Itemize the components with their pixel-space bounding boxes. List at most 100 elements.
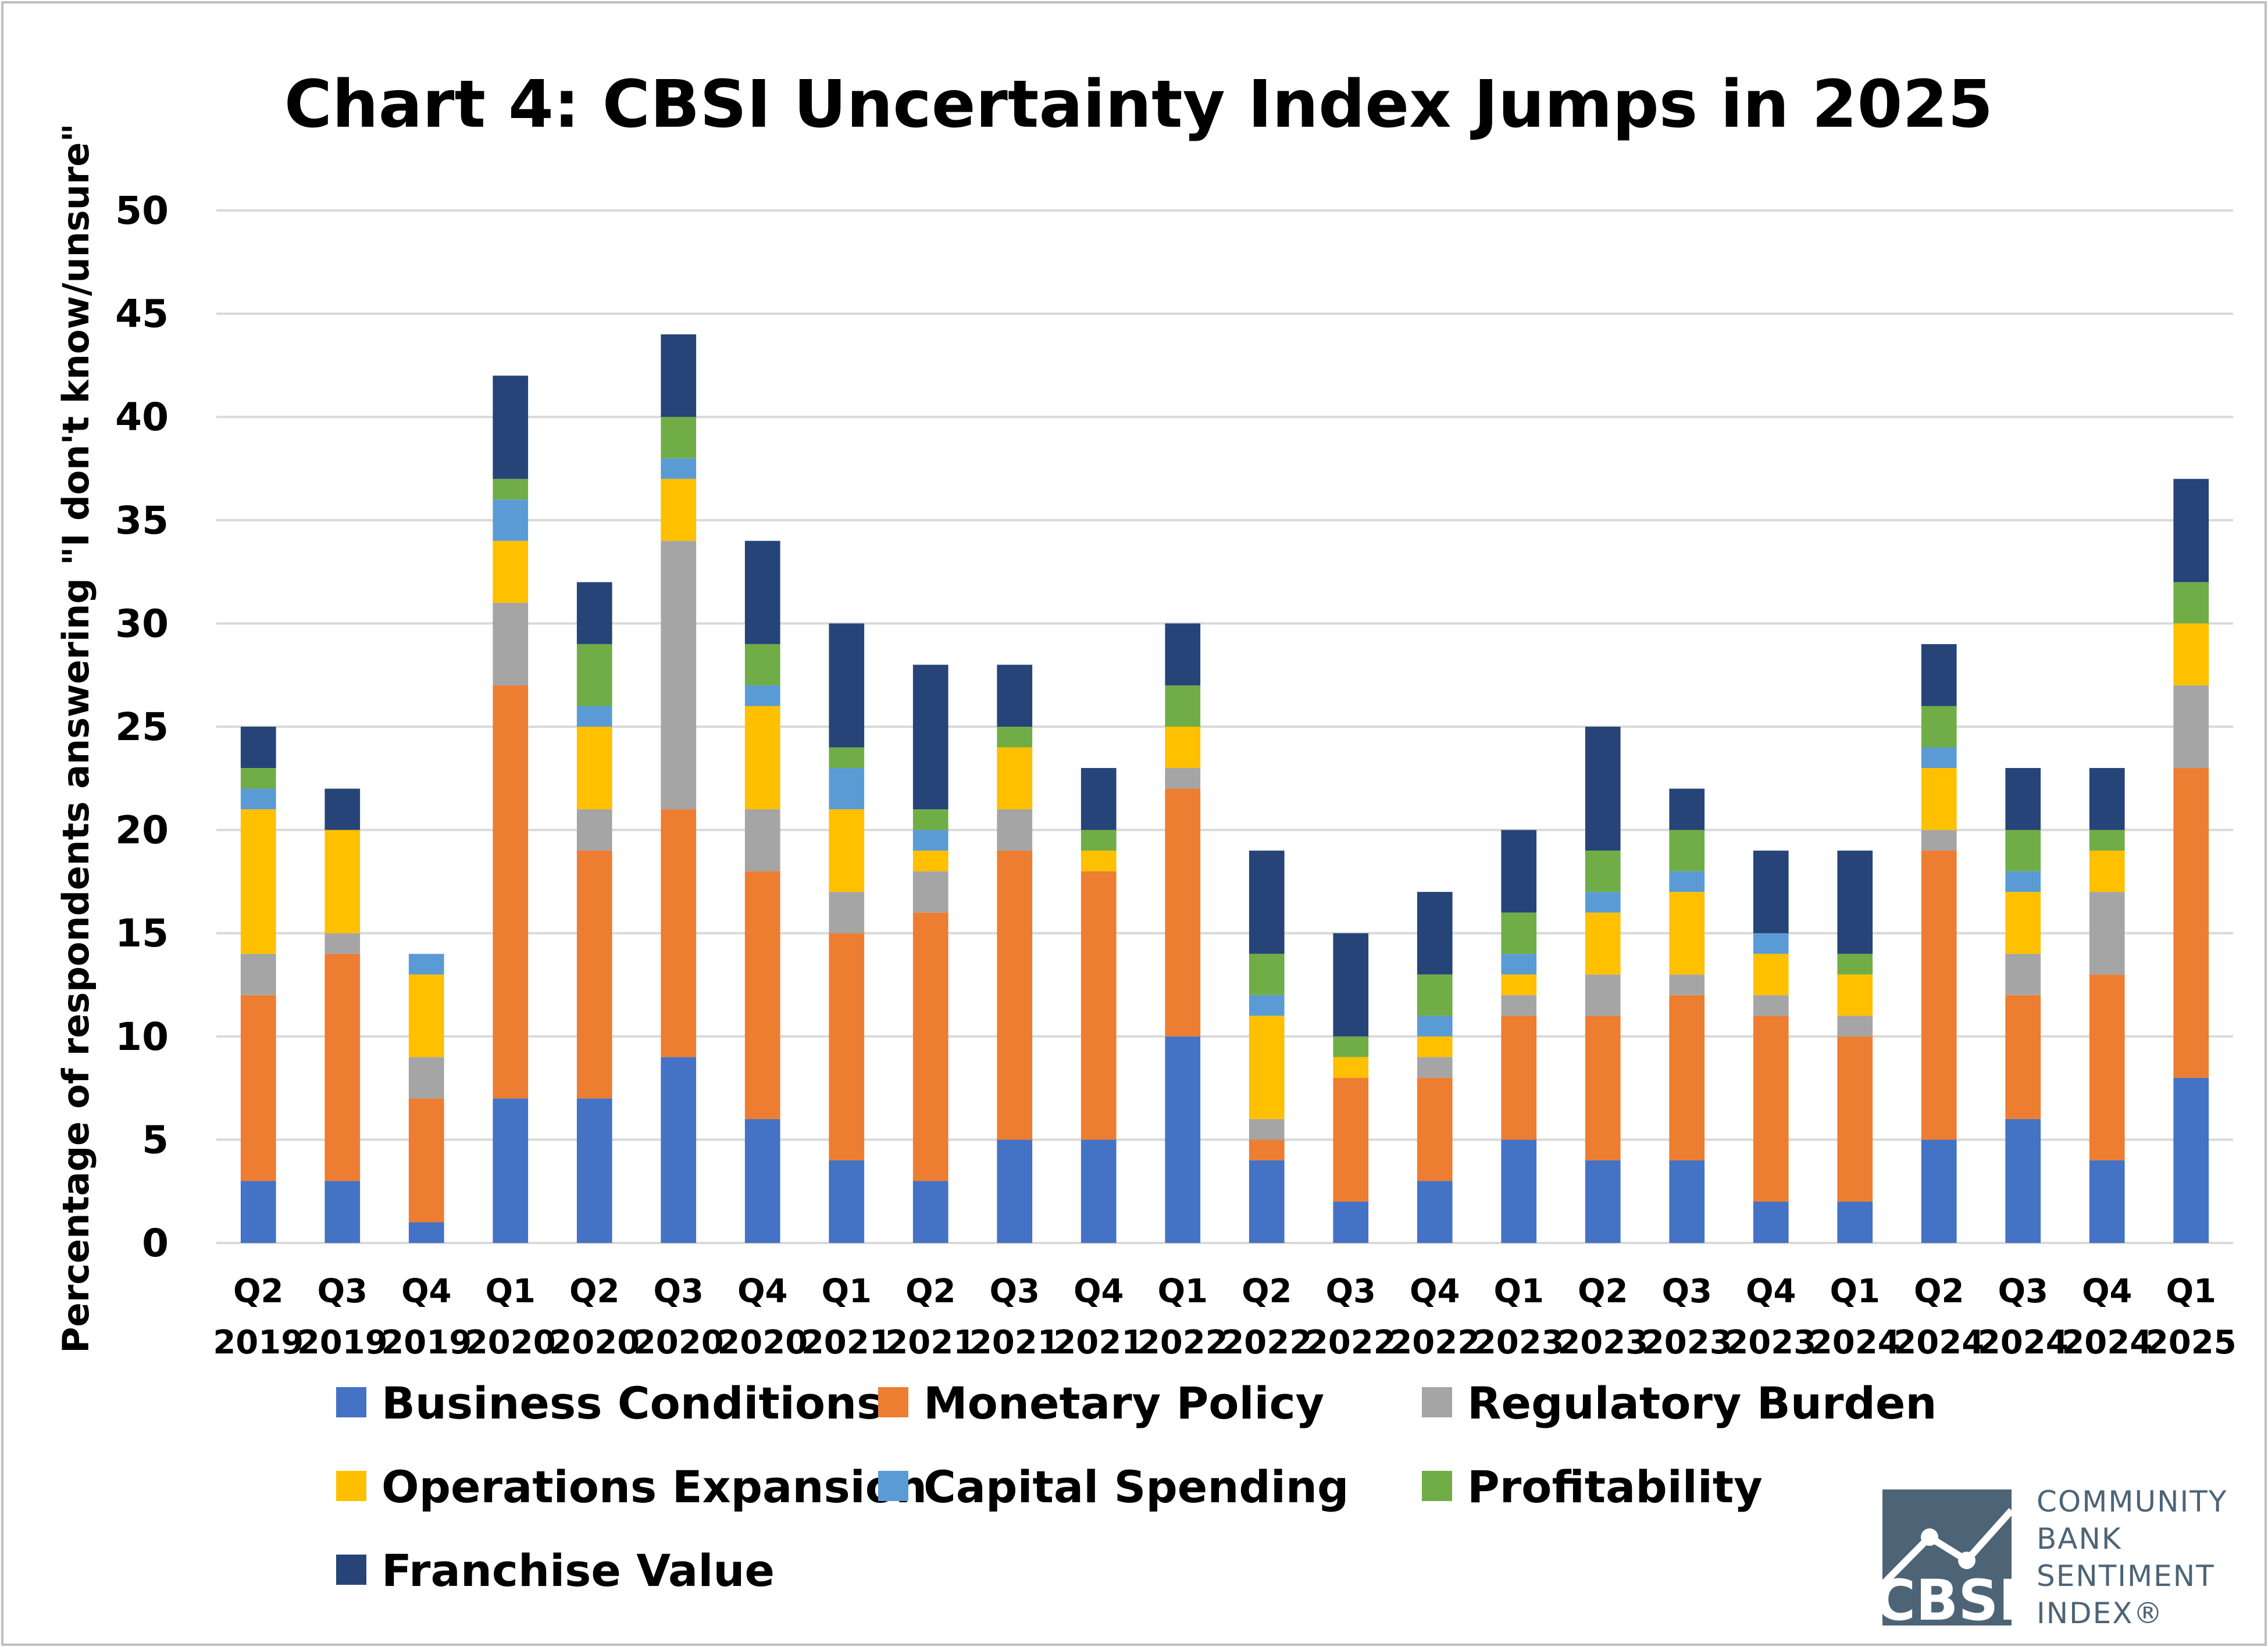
bar-segment (1585, 727, 1621, 851)
bar-segment (408, 953, 444, 975)
logo-mark (1882, 1489, 2012, 1625)
bar-segment (829, 933, 865, 1160)
bar-segment (1585, 1016, 1621, 1160)
bar-segment (2089, 892, 2125, 975)
legend-swatch (878, 1471, 908, 1501)
bar-stack (661, 334, 697, 1243)
bar-segment (1837, 1201, 1873, 1243)
bar-segment (912, 851, 948, 871)
x-tick-year: 2019 (213, 1324, 304, 1362)
bar-segment (1080, 851, 1117, 871)
bar-segment (1249, 1119, 1285, 1140)
x-tick-quarter: Q2 (1242, 1273, 1292, 1310)
y-tick-label: 25 (115, 705, 169, 749)
x-tick-year: 2022 (1137, 1324, 1228, 1362)
bar-segment (408, 974, 444, 1057)
bar-segment (240, 727, 276, 769)
bar-segment (1921, 851, 1957, 1140)
x-tick-quarter: Q4 (1074, 1273, 1124, 1310)
x-tick-year: 2024 (2062, 1324, 2152, 1362)
bar-segment (1417, 892, 1453, 975)
bar-stack (1165, 623, 1201, 1243)
bar-segment (1921, 1139, 1957, 1243)
legend-item: Capital Spending (878, 1461, 1349, 1513)
bar-segment (1501, 912, 1537, 954)
bar-segment (997, 727, 1033, 748)
bar-segment (1080, 1139, 1117, 1243)
legend-swatch (336, 1387, 366, 1417)
x-tick-year: 2024 (1978, 1324, 2069, 1362)
bar-segment (1249, 1139, 1285, 1160)
y-tick-label: 0 (142, 1221, 169, 1266)
x-tick-year: 2024 (1810, 1324, 1900, 1362)
bar-segment (576, 1098, 612, 1243)
logo-line-2: BANK (2037, 1522, 2122, 1556)
bar-segment (324, 788, 361, 830)
bar-segment (1753, 953, 1789, 995)
bar-segment (1753, 995, 1789, 1016)
bar-segment (997, 664, 1033, 727)
bar-stack (2005, 768, 2041, 1243)
bar-segment (744, 644, 780, 685)
bar-stack (1837, 851, 1873, 1243)
bar-segment (2173, 478, 2209, 583)
bar-segment (1333, 1036, 1369, 1057)
bar-segment (493, 478, 529, 500)
bar-segment (1669, 1160, 1705, 1243)
x-tick-quarter: Q4 (1746, 1273, 1796, 1310)
bar-segment (744, 809, 780, 871)
legend-swatch (336, 1555, 366, 1585)
bar-stack (829, 623, 865, 1243)
x-tick-year: 2023 (1642, 1324, 1732, 1362)
bar-segment (1837, 953, 1873, 975)
bar-segment (2005, 830, 2041, 871)
bar-segment (2005, 892, 2041, 954)
bar-segment (1080, 871, 1117, 1140)
bar-stack (1921, 644, 1957, 1243)
y-axis-ticks: 0 5 10 15 20 25 30 35 40 45 50 (115, 188, 169, 1266)
bar-segment (324, 830, 361, 934)
y-tick-label: 15 (115, 911, 169, 956)
bar-segment (661, 458, 697, 479)
legend-label: Regulatory Burden (1467, 1377, 1937, 1429)
bar-segment (1333, 1057, 1369, 1078)
x-tick-quarter: Q3 (989, 1273, 1040, 1310)
x-tick-quarter: Q3 (1998, 1273, 2048, 1310)
x-tick-quarter: Q3 (1325, 1273, 1376, 1310)
bar-stack (912, 664, 948, 1243)
y-tick-label: 50 (115, 188, 169, 233)
bar-segment (2089, 1160, 2125, 1243)
x-tick-year: 2021 (801, 1324, 892, 1362)
legend-swatch (1422, 1471, 1452, 1501)
bar-segment (1249, 851, 1285, 954)
bar-segment (1837, 851, 1873, 954)
bar-segment (576, 706, 612, 727)
bar-segment (1249, 1016, 1285, 1119)
legend-label: Monetary Policy (923, 1377, 1324, 1429)
bar-segment (661, 478, 697, 541)
bar-stack (240, 727, 276, 1243)
bar-segment (240, 953, 276, 995)
bar-segment (576, 727, 612, 810)
bars (240, 334, 2209, 1243)
x-tick-quarter: Q3 (317, 1273, 368, 1310)
bar-segment (493, 1098, 529, 1243)
bar-segment (997, 1139, 1033, 1243)
x-tick-quarter: Q1 (1493, 1273, 1544, 1310)
bar-segment (1249, 995, 1285, 1016)
bar-segment (2173, 768, 2209, 1078)
bar-segment (912, 912, 948, 1181)
bar-segment (1669, 788, 1705, 830)
bar-segment (576, 582, 612, 644)
x-tick-quarter: Q2 (233, 1273, 284, 1310)
bar-segment (2173, 623, 2209, 685)
bar-segment (1585, 974, 1621, 1016)
x-tick-year: 2020 (465, 1324, 556, 1362)
legend-swatch (1422, 1387, 1452, 1417)
legend-label: Operations Expansion (381, 1461, 927, 1513)
bar-segment (1080, 830, 1117, 851)
bar-segment (1165, 685, 1201, 727)
chart-title: Chart 4: CBSI Uncertainty Index Jumps in… (284, 67, 1993, 142)
bar-segment (997, 747, 1033, 810)
bar-segment (1921, 830, 1957, 851)
